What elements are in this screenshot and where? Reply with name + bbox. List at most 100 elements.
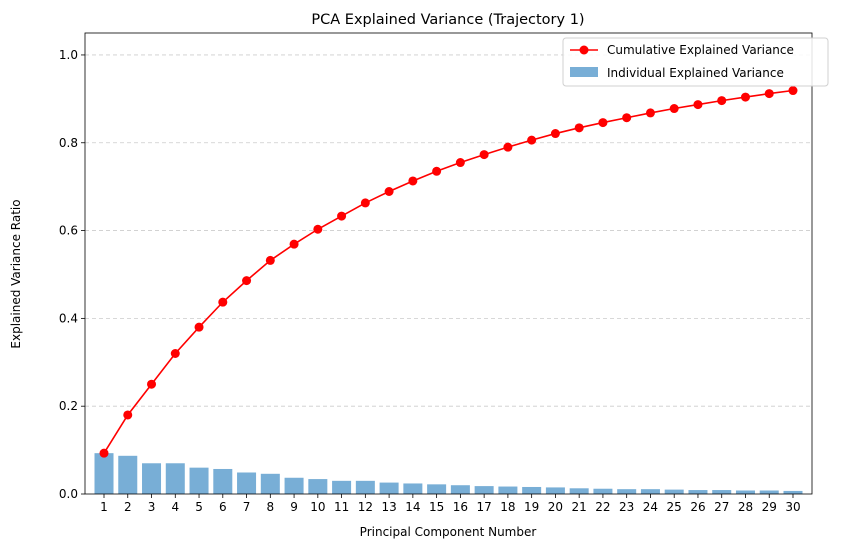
cumulative-polyline <box>103 89 794 454</box>
cumulative-point <box>503 142 513 152</box>
x-tick-label: 21 <box>572 500 587 514</box>
legend: Cumulative Explained Variance Individual… <box>562 37 829 87</box>
cumulative-point <box>170 349 180 359</box>
cumulative-point <box>693 100 703 110</box>
axes <box>84 32 813 495</box>
cumulative-line <box>99 86 798 458</box>
x-ticks: 1 2 3 4 5 6 7 8 9 10 11 12 13 14 15 16 17 18 19 20 21 22 23 24 2… <box>100 494 801 514</box>
cumulative-point <box>788 86 798 96</box>
cumulative-point <box>99 448 109 458</box>
x-axis-label: Principal Component Number <box>360 525 537 539</box>
cumulative-point <box>669 104 679 114</box>
cumulative-point <box>313 224 323 234</box>
bar <box>94 453 114 494</box>
x-tick-label: 6 <box>219 500 227 514</box>
x-tick-label: 17 <box>476 500 491 514</box>
x-tick-label: 2 <box>124 500 132 514</box>
cumulative-point <box>622 113 632 123</box>
cumulative-point <box>289 239 299 249</box>
bar <box>427 484 447 494</box>
y-tick-label: 0.4 <box>59 311 78 325</box>
bar <box>308 479 328 494</box>
x-tick-label: 7 <box>243 500 251 514</box>
cumulative-point <box>645 108 655 118</box>
bar <box>189 467 209 494</box>
cumulative-point <box>717 96 727 106</box>
x-tick-label: 5 <box>195 500 203 514</box>
legend-bar-swatch <box>570 67 598 77</box>
y-tick-label: 0.2 <box>59 399 78 413</box>
x-tick-label: 28 <box>738 500 753 514</box>
cumulative-point <box>550 129 560 139</box>
x-tick-label: 14 <box>405 500 420 514</box>
cumulative-point <box>147 379 157 389</box>
cumulative-point <box>479 150 489 160</box>
y-tick-label: 0.0 <box>59 487 78 501</box>
cumulative-point <box>408 176 418 186</box>
bar <box>403 483 423 494</box>
bar <box>664 489 684 494</box>
x-tick-label: 18 <box>500 500 515 514</box>
y-axis-label: Explained Variance Ratio <box>9 199 23 348</box>
bar <box>332 480 352 494</box>
cumulative-point <box>455 158 465 168</box>
cumulative-point <box>337 211 347 221</box>
bar <box>474 486 494 494</box>
x-tick-label: 9 <box>290 500 298 514</box>
bar <box>569 488 589 494</box>
cumulative-point <box>740 92 750 102</box>
x-tick-label: 23 <box>619 500 634 514</box>
x-tick-label: 27 <box>714 500 729 514</box>
bar <box>640 489 660 494</box>
x-tick-label: 26 <box>690 500 705 514</box>
x-tick-label: 8 <box>266 500 274 514</box>
cumulative-point <box>123 410 133 420</box>
bar <box>165 463 185 494</box>
cumulative-point <box>218 297 228 307</box>
bar <box>617 489 637 494</box>
cumulative-point <box>265 255 275 265</box>
plot-frame <box>84 32 813 495</box>
bar <box>593 488 613 494</box>
x-tick-label: 4 <box>171 500 179 514</box>
bar <box>712 490 732 494</box>
x-tick-label: 11 <box>334 500 349 514</box>
x-tick-label: 30 <box>785 500 800 514</box>
chart-title: PCA Explained Variance (Trajectory 1) <box>311 12 584 28</box>
bar <box>545 487 565 494</box>
cumulative-point <box>598 118 608 128</box>
bar <box>450 485 470 494</box>
bar <box>759 490 779 494</box>
x-tick-label: 12 <box>358 500 373 514</box>
legend-label-cumulative: Cumulative Explained Variance <box>607 43 794 57</box>
cumulative-point <box>574 123 584 133</box>
legend-label-individual: Individual Explained Variance <box>607 66 784 80</box>
x-tick-label: 22 <box>595 500 610 514</box>
y-tick-label: 0.8 <box>59 136 78 150</box>
bar <box>213 468 233 494</box>
x-tick-label: 16 <box>453 500 468 514</box>
x-tick-label: 13 <box>381 500 396 514</box>
bars <box>94 453 803 494</box>
cumulative-point <box>764 89 774 99</box>
x-tick-label: 25 <box>667 500 682 514</box>
y-ticks: 0.0 0.2 0.4 0.6 0.8 1.0 <box>59 48 85 501</box>
x-tick-label: 10 <box>310 500 325 514</box>
bar <box>379 482 399 494</box>
y-tick-label: 0.6 <box>59 224 78 238</box>
bar <box>237 472 257 494</box>
legend-line-marker <box>579 45 589 55</box>
bar <box>142 463 162 494</box>
bar <box>735 490 755 494</box>
bar <box>688 490 708 494</box>
cumulative-point <box>527 135 537 145</box>
y-tick-label: 1.0 <box>59 48 78 62</box>
cumulative-point <box>242 276 252 286</box>
x-tick-label: 15 <box>429 500 444 514</box>
x-tick-label: 29 <box>762 500 777 514</box>
bar <box>260 473 280 494</box>
legend-box <box>562 37 829 87</box>
x-tick-label: 1 <box>100 500 108 514</box>
bar <box>522 486 542 494</box>
